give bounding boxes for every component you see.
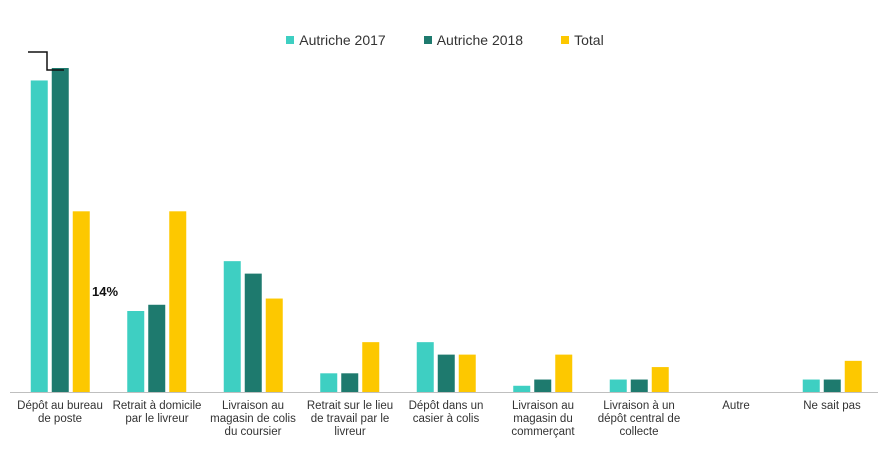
legend-label-total: Total xyxy=(574,32,604,48)
legend-item-autriche-2017: Autriche 2017 xyxy=(286,32,386,48)
bar-0-5 xyxy=(513,385,531,392)
legend-swatch-total xyxy=(561,36,570,44)
bar-0-6 xyxy=(609,379,627,392)
legend-swatch-autriche-2017 xyxy=(286,36,295,44)
bar-0-2 xyxy=(223,261,241,392)
bar-1-6 xyxy=(630,379,648,392)
bar-1-1 xyxy=(148,304,166,392)
category-label-depot-central: Livraison à un dépôt central de collecte xyxy=(597,400,681,438)
bar-0-1 xyxy=(127,311,145,392)
annotation-label: 14% xyxy=(92,284,119,299)
bar-2-0 xyxy=(72,211,90,392)
annotation-step-marker xyxy=(28,51,64,71)
bar-2-4 xyxy=(458,354,476,392)
category-label-magasin-coursier: Livraison au magasin de colis du coursie… xyxy=(210,400,296,438)
bar-1-8 xyxy=(823,379,841,392)
legend-label-autriche-2017: Autriche 2017 xyxy=(299,32,386,48)
bar-1-2 xyxy=(244,273,262,392)
bar-1-0 xyxy=(51,68,69,392)
legend-label-autriche-2018: Autriche 2018 xyxy=(436,32,524,48)
bar-0-0 xyxy=(30,80,48,392)
legend-swatch-autriche-2018 xyxy=(423,36,432,44)
legend-item-total: Total xyxy=(561,32,604,48)
legend: Autriche 2017 Autriche 2018 Total xyxy=(0,32,890,48)
category-label-casier-colis: Dépôt dans un casier à colis xyxy=(408,400,484,425)
bar-0-3 xyxy=(320,373,338,392)
category-label-depot-bureau-poste: Dépôt au bureau de poste xyxy=(17,400,103,425)
category-label-autre: Autre xyxy=(722,400,750,412)
bar-1-3 xyxy=(341,373,359,392)
legend-item-autriche-2018: Autriche 2018 xyxy=(423,32,524,48)
bar-0-8 xyxy=(802,379,820,392)
category-label-lieu-travail: Retrait sur le lieu de travail par le li… xyxy=(306,400,394,438)
bar-2-3 xyxy=(362,342,380,392)
bar-2-6 xyxy=(651,367,669,392)
bar-0-4 xyxy=(416,342,434,392)
bar-2-5 xyxy=(555,354,573,392)
bar-2-1 xyxy=(169,211,187,392)
bar-2-2 xyxy=(265,298,283,392)
category-label-retrait-domicile: Retrait à domicile par le livreur xyxy=(112,400,202,425)
bar-1-5 xyxy=(534,379,552,392)
bar-1-4 xyxy=(437,354,455,392)
category-label-magasin-commercant: Livraison au magasin du commerçant xyxy=(511,400,575,438)
bar-2-8 xyxy=(844,360,862,392)
category-label-ne-sait-pas: Ne sait pas xyxy=(803,400,861,412)
